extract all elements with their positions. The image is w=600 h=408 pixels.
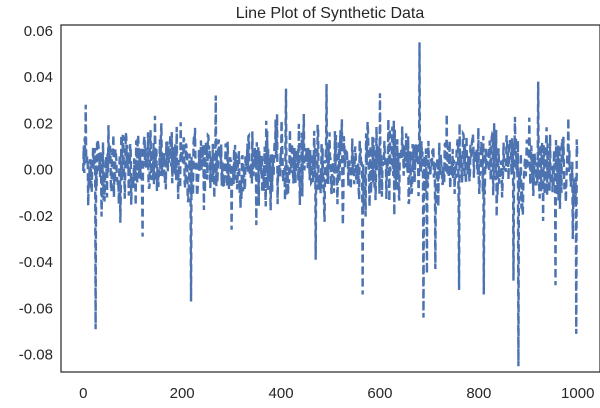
x-tick-label: 800 xyxy=(466,385,491,402)
x-tick-label: 600 xyxy=(367,385,392,402)
y-tick-label: -0.02 xyxy=(19,208,53,225)
x-tick-label: 0 xyxy=(79,385,87,402)
y-axis-ticks: -0.08 -0.06 -0.04 -0.02 0.00 0.02 0.04 0.06 xyxy=(19,23,53,364)
plot-area xyxy=(82,42,579,367)
y-tick-label: -0.06 xyxy=(19,300,53,317)
x-tick-label: 400 xyxy=(269,385,294,402)
plot-frame xyxy=(60,24,600,373)
y-tick-label: 0.02 xyxy=(24,115,53,132)
x-tick-label: 200 xyxy=(170,385,195,402)
x-axis-ticks: 0 200 400 600 800 1000 xyxy=(79,385,594,402)
y-tick-label: -0.08 xyxy=(19,347,53,364)
chart-title: Line Plot of Synthetic Data xyxy=(236,5,425,22)
data-series-line xyxy=(82,42,579,367)
y-tick-label: -0.04 xyxy=(19,254,53,271)
y-tick-label: 0.04 xyxy=(24,69,53,86)
y-tick-label: 0.06 xyxy=(24,23,53,40)
x-tick-label: 1000 xyxy=(561,385,594,402)
y-tick-label: 0.00 xyxy=(24,162,53,179)
